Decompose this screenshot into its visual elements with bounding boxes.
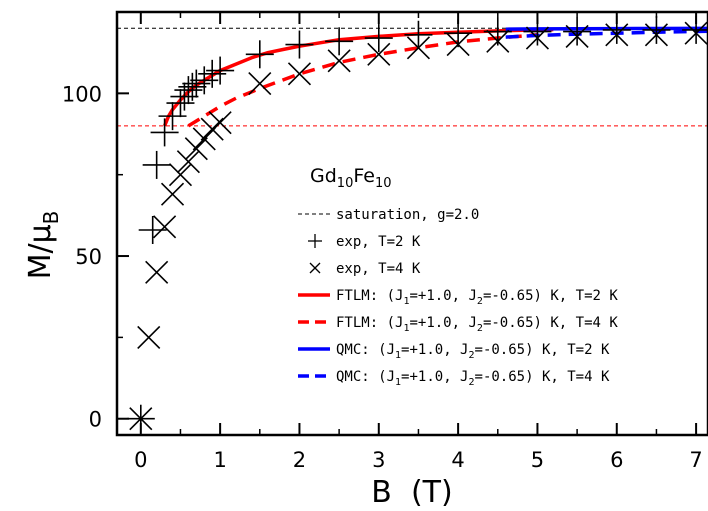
plus-marker-0-5 [166, 89, 195, 118]
cross-marker-1-5 [168, 163, 193, 187]
plus-marker-0-8 [178, 72, 207, 101]
plus-marker-0-16 [364, 24, 393, 53]
x-tick-label-0: 0 [134, 448, 147, 472]
legend: saturation, g=2.0 exp, T=2 K exp, T=4 K FTL… [298, 207, 618, 388]
plus-marker-0-1 [138, 216, 167, 245]
plus-marker-0-2 [142, 150, 171, 179]
legend-entry-0: saturation, g=2.0 [298, 207, 479, 223]
plus-marker-0-15 [325, 27, 354, 56]
cross-marker-1-21 [644, 23, 669, 47]
x-tick-label-4: 4 [451, 448, 464, 472]
plus-marker-0-21 [563, 17, 592, 46]
plus-marker-0-4 [158, 102, 187, 131]
plus-marker-0-3 [150, 118, 179, 147]
cross-marker-1-22 [684, 21, 708, 45]
cross-marker-1-15 [406, 36, 431, 60]
cross-marker-1-13 [327, 49, 351, 73]
cross-marker-1-3 [153, 215, 177, 239]
plus-marker-0-12 [206, 56, 235, 85]
cross-marker-1-4 [160, 182, 185, 206]
cross-marker-1-1 [137, 325, 161, 349]
legend-swatch [309, 262, 321, 274]
cross-marker-1-14 [367, 42, 391, 66]
cross-marker-1-12 [287, 62, 312, 86]
legend-entry-5: QMC: (J1=+1.0, J2=-0.65) K, T=2 K [298, 342, 610, 361]
plus-marker-0-17 [404, 20, 433, 49]
legend-entry-3: FTLM: (J1=+1.0, J2=-0.65) K, T=2 K [298, 288, 618, 307]
cross-marker-1-11 [248, 72, 272, 96]
x-tick-label-1: 1 [213, 448, 226, 472]
legend-title: Gd10Fe10 [310, 165, 391, 191]
x-tick-label-7: 7 [689, 448, 702, 472]
legend-label-4: FTLM: (J1=+1.0, J2=-0.65) K, T=4 K [336, 315, 618, 334]
cross-marker-1-2 [145, 260, 169, 284]
series-line-3 [187, 33, 538, 128]
plus-marker-0-11 [198, 59, 227, 88]
plus-marker-0-10 [190, 66, 219, 95]
legend-title-sub2: 10 [375, 176, 392, 191]
y-tick-label-1: 50 [75, 245, 102, 269]
legend-label-0: saturation, g=2.0 [336, 207, 479, 223]
legend-entry-2: exp, T=4 K [309, 261, 421, 277]
legend-entry-4: FTLM: (J1=+1.0, J2=-0.65) K, T=4 K [298, 315, 618, 334]
legend-title-gd: Gd [310, 165, 337, 187]
legend-label-6: QMC: (J1=+1.0, J2=-0.65) K, T=4 K [336, 369, 610, 388]
plus-marker-0-24 [682, 15, 708, 44]
plus-marker-0-23 [642, 15, 671, 44]
cross-marker-1-17 [486, 29, 510, 53]
plot-frame [115, 10, 708, 437]
theory-curves [162, 26, 708, 128]
legend-title-sub1: 10 [337, 176, 354, 191]
data-markers [126, 15, 708, 433]
legend-entry-6: QMC: (J1=+1.0, J2=-0.65) K, T=4 K [298, 369, 610, 388]
y-tick-label-2: 100 [62, 82, 102, 106]
x-tick-label-5: 5 [531, 448, 544, 472]
y-axis-title: M/μB [23, 211, 63, 280]
plus-marker-0-7 [174, 76, 203, 105]
plus-marker-0-13 [245, 40, 274, 69]
y-axis-title-sub: B [39, 211, 63, 225]
x-tick-label-2: 2 [293, 448, 306, 472]
legend-entry-1: exp, T=2 K [308, 234, 421, 250]
x-tick-label-3: 3 [372, 448, 385, 472]
cross-marker-1-19 [565, 24, 589, 48]
cross-marker-1-16 [446, 32, 470, 57]
x-tick-label-6: 6 [610, 448, 623, 472]
cross-marker-1-20 [605, 23, 629, 47]
axis-ticks: 0 1 2 3 4 5 6 7 0 50 100 [62, 12, 703, 472]
legend-label-3: FTLM: (J1=+1.0, J2=-0.65) K, T=2 K [336, 288, 618, 307]
x-axis-title: B (T) [371, 475, 452, 510]
cross-marker-1-0 [129, 407, 153, 431]
legend-label-5: QMC: (J1=+1.0, J2=-0.65) K, T=2 K [336, 342, 610, 361]
plus-marker-0-9 [182, 69, 211, 98]
cross-marker-1-7 [184, 137, 208, 161]
plus-marker-0-14 [285, 30, 314, 59]
series-line-4 [505, 26, 708, 31]
y-tick-label-0: 0 [89, 408, 102, 432]
cross-marker-1-10 [208, 111, 232, 135]
legend-label-1: exp, T=2 K [336, 234, 421, 250]
legend-label-2: exp, T=4 K [336, 261, 421, 277]
legend-title-fe: Fe [353, 165, 375, 187]
cross-marker-1-6 [176, 150, 200, 174]
cross-marker-1-18 [525, 26, 550, 50]
y-axis-title-main: M/μ [23, 224, 58, 279]
